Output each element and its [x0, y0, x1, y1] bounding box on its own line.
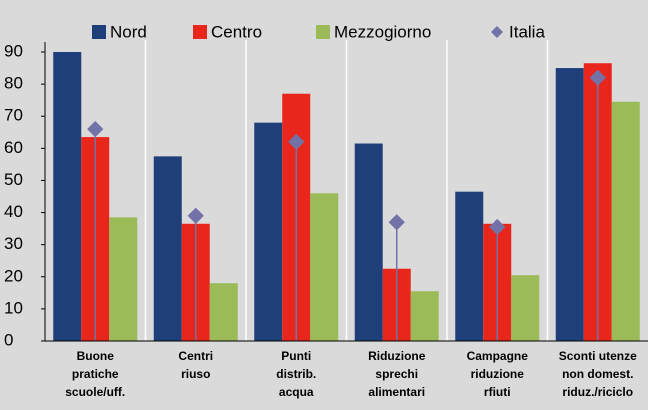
- legend-swatch: [92, 25, 106, 39]
- y-tick-label: 80: [4, 74, 23, 93]
- bar: [555, 68, 584, 342]
- y-tick-label: 70: [4, 106, 23, 125]
- x-tick-label: distrib.: [276, 367, 316, 381]
- legend-label: Nord: [110, 22, 147, 41]
- bar: [109, 217, 138, 341]
- x-tick-label: acqua: [279, 385, 314, 399]
- x-tick-label: riuso: [181, 367, 210, 381]
- bar: [354, 143, 383, 341]
- diamond-marker: [87, 121, 104, 138]
- diamond-marker: [489, 219, 506, 236]
- y-tick-label: 10: [4, 298, 23, 317]
- bar: [455, 191, 484, 341]
- x-tick-label: Buone: [77, 349, 115, 363]
- legend-label: Mezzogiorno: [334, 22, 431, 41]
- x-tick-label: pratiche: [72, 367, 119, 381]
- y-tick-label: 30: [4, 234, 23, 253]
- diamond-marker: [388, 214, 405, 231]
- y-tick-label: 0: [4, 330, 13, 349]
- x-tick-label: Punti: [281, 349, 311, 363]
- y-tick-label: 90: [4, 41, 23, 60]
- y-tick-label: 60: [4, 138, 23, 157]
- diamond-marker: [187, 207, 204, 224]
- x-tick-label: Campagne: [467, 349, 529, 363]
- x-tick-label: riduzione: [471, 367, 525, 381]
- bar: [611, 101, 640, 342]
- bar: [410, 291, 439, 341]
- bar: [153, 156, 182, 341]
- legend-swatch: [316, 25, 330, 39]
- bar: [53, 52, 82, 341]
- y-tick-label: 50: [4, 170, 23, 189]
- x-tick-label: Centri: [178, 349, 213, 363]
- x-tick-label: sprechi: [375, 367, 418, 381]
- bar: [254, 122, 283, 342]
- x-tick-label: alimentari: [368, 385, 425, 399]
- legend-swatch: [193, 25, 207, 39]
- legend-label: Italia: [509, 22, 545, 41]
- x-tick-label: non domest.: [562, 367, 633, 381]
- bar: [310, 193, 339, 341]
- x-tick-label: Sconti utenze: [559, 349, 637, 363]
- y-tick-label: 20: [4, 266, 23, 285]
- x-tick-label: riduz./riciclo: [562, 385, 633, 399]
- x-tick-label: rfiuti: [484, 385, 511, 399]
- diamond-marker: [288, 133, 305, 150]
- y-tick-label: 40: [4, 202, 23, 221]
- x-tick-label: Riduzione: [368, 349, 426, 363]
- bar: [511, 275, 540, 341]
- diamond-marker: [589, 69, 606, 86]
- x-tick-label: scuole/uff.: [65, 385, 125, 399]
- legend-marker: [491, 26, 503, 38]
- legend-label: Centro: [211, 22, 262, 41]
- bar: [209, 283, 238, 341]
